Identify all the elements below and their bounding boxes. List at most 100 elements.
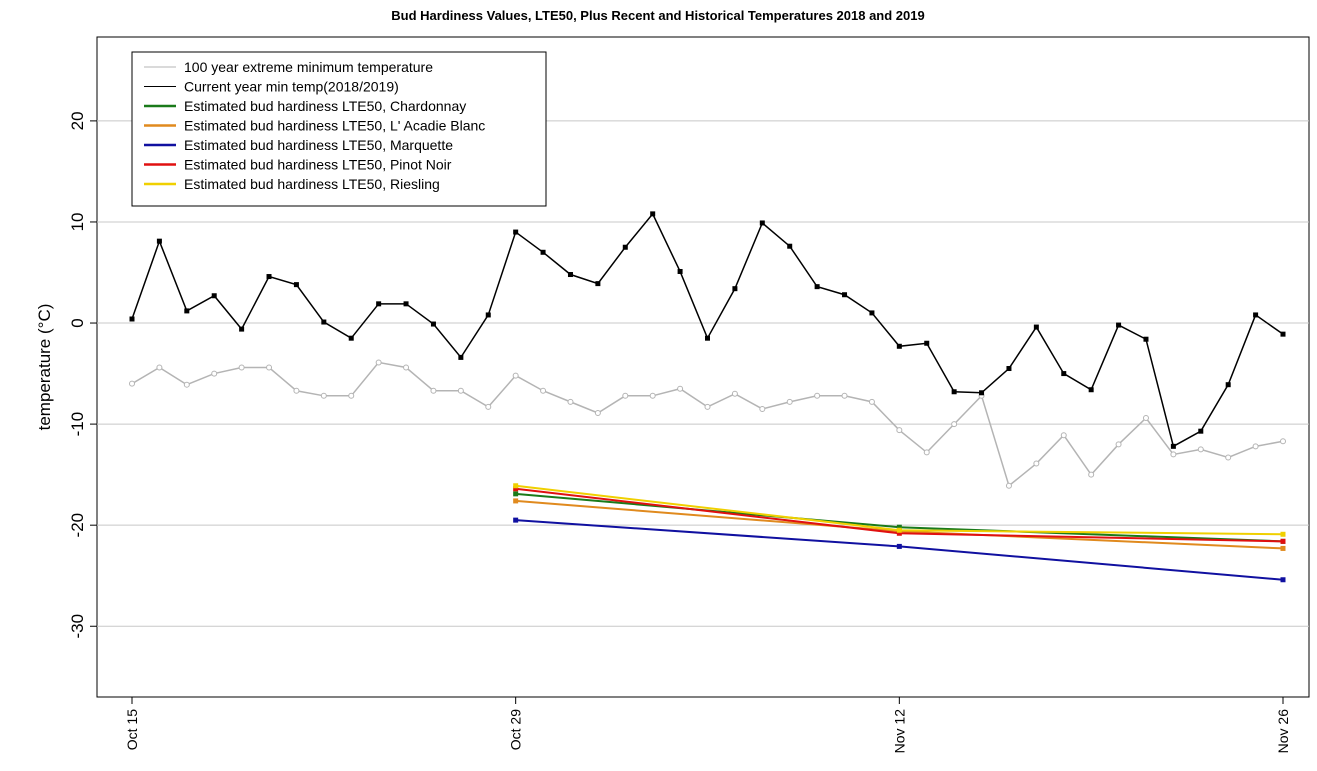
plot-frame (96, 36, 1310, 698)
chart-title: Bud Hardiness Values, LTE50, Plus Recent… (391, 8, 924, 23)
point (430, 321, 436, 327)
point (540, 387, 547, 394)
point (321, 319, 327, 325)
point (375, 359, 382, 366)
point (1006, 366, 1012, 372)
point (348, 335, 354, 341)
point (513, 517, 519, 523)
point (403, 364, 410, 371)
point (896, 527, 902, 533)
point (622, 392, 629, 399)
x-tick-label: Nov 12 (891, 709, 907, 754)
point (513, 483, 519, 489)
point (1170, 443, 1176, 449)
y-tick-label: -20 (68, 513, 87, 538)
point (951, 389, 957, 395)
point (1253, 312, 1259, 318)
point (677, 385, 684, 392)
series-line (131, 212, 1284, 448)
legend-label: Estimated bud hardiness LTE50, Marquette (184, 137, 453, 153)
point (1060, 432, 1067, 439)
point (567, 272, 573, 278)
point (1280, 438, 1286, 445)
point (896, 524, 902, 530)
point (129, 316, 135, 322)
legend-label: Estimated bud hardiness LTE50, Chardonna… (184, 98, 466, 114)
point (156, 238, 162, 244)
point (1280, 531, 1286, 537)
point (1225, 454, 1232, 461)
series-line (515, 499, 1284, 550)
point (293, 282, 299, 288)
point (1142, 415, 1149, 422)
point (211, 370, 218, 377)
x-tick-label: Oct 29 (508, 709, 524, 750)
x-tick-label: Oct 15 (124, 709, 140, 750)
point (183, 381, 190, 388)
point (622, 244, 628, 250)
point (1005, 482, 1012, 489)
point (238, 364, 245, 371)
point (1252, 443, 1259, 450)
point (650, 211, 656, 217)
point (1088, 471, 1095, 478)
point (814, 392, 821, 399)
y-axis-title: temperature (°C) (35, 304, 54, 431)
point (403, 301, 409, 307)
point (513, 491, 519, 497)
point (430, 387, 437, 394)
point (595, 281, 601, 287)
point (1280, 577, 1286, 583)
point (485, 403, 492, 410)
point (457, 387, 464, 394)
y-tick-label: -10 (68, 412, 87, 437)
point (1116, 322, 1122, 328)
point (458, 354, 464, 360)
point (787, 243, 793, 249)
point (868, 398, 875, 405)
legend-label: Estimated bud hardiness LTE50, L' Acadie… (184, 118, 485, 134)
point (1198, 428, 1204, 434)
point (705, 335, 710, 341)
point (1170, 451, 1177, 458)
legend-box (131, 51, 547, 207)
point (1143, 336, 1149, 342)
point (485, 312, 491, 318)
y-tick-label: 10 (68, 213, 87, 232)
point (759, 220, 765, 226)
point (540, 249, 546, 255)
legend-label: Estimated bud hardiness LTE50, Pinot Noi… (184, 157, 452, 173)
point (841, 392, 848, 399)
point (896, 427, 903, 434)
point (814, 284, 820, 290)
x-tick-label: Nov 26 (1275, 709, 1291, 754)
point (156, 364, 163, 371)
point (896, 343, 902, 349)
point (759, 405, 766, 412)
point (1225, 382, 1231, 388)
point (594, 409, 601, 416)
point (211, 293, 217, 299)
point (869, 310, 875, 316)
y-tick-label: -30 (68, 614, 87, 639)
point (1061, 371, 1067, 377)
point (1197, 446, 1204, 453)
point (1088, 387, 1094, 393)
point (567, 398, 574, 405)
legend-label: 100 year extreme minimum temperature (184, 59, 433, 75)
point (923, 449, 930, 456)
y-tick-label: 0 (68, 318, 87, 327)
point (842, 292, 848, 298)
point (1115, 441, 1122, 448)
point (649, 392, 656, 399)
point (513, 229, 519, 235)
point (1033, 460, 1040, 467)
point (348, 392, 355, 399)
legend-label: Estimated bud hardiness LTE50, Riesling (184, 176, 440, 192)
point (951, 421, 958, 428)
point (129, 380, 135, 387)
legend-label: Current year min temp(2018/2019) (184, 79, 399, 95)
point (266, 364, 273, 371)
point (1280, 545, 1286, 551)
point (704, 403, 711, 410)
